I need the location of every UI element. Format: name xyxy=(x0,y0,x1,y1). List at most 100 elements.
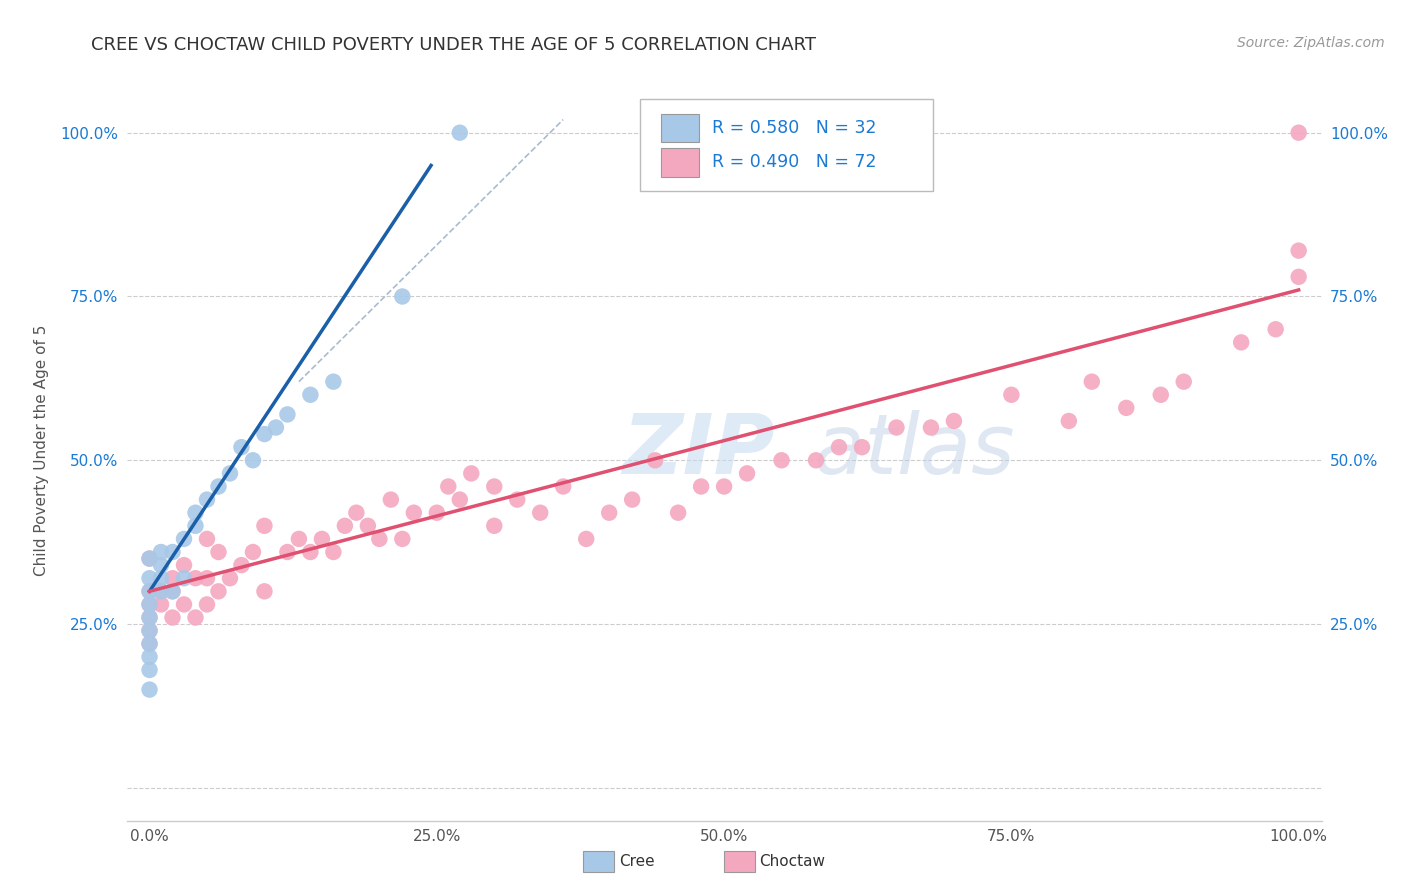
Point xyxy=(1081,375,1104,389)
Point xyxy=(195,598,218,612)
Point xyxy=(150,598,173,612)
Point xyxy=(138,551,160,566)
Point xyxy=(162,584,184,599)
Point xyxy=(598,506,620,520)
Point xyxy=(138,598,160,612)
Point xyxy=(575,532,598,546)
Point xyxy=(162,584,184,599)
Point xyxy=(138,624,160,638)
Point xyxy=(173,558,195,573)
Point xyxy=(368,532,391,546)
Point xyxy=(1115,401,1137,415)
Point xyxy=(553,479,575,493)
Point xyxy=(219,571,242,585)
Point xyxy=(219,467,242,481)
Point xyxy=(173,532,195,546)
Point xyxy=(449,126,471,140)
Point xyxy=(851,440,873,454)
FancyBboxPatch shape xyxy=(640,99,934,191)
Point xyxy=(138,584,160,599)
Point xyxy=(1000,388,1022,402)
Point xyxy=(344,506,367,520)
Point xyxy=(184,571,207,585)
Point xyxy=(138,682,160,697)
Point xyxy=(195,492,218,507)
Point xyxy=(437,479,460,493)
Text: ZIP: ZIP xyxy=(623,410,775,491)
Point xyxy=(253,427,276,442)
Bar xyxy=(661,148,699,177)
Point xyxy=(828,440,851,454)
Point xyxy=(138,637,160,651)
Point xyxy=(460,467,482,481)
Point xyxy=(1288,126,1310,140)
Point xyxy=(173,571,195,585)
Point xyxy=(357,518,380,533)
Point xyxy=(195,532,218,546)
Y-axis label: Child Poverty Under the Age of 5: Child Poverty Under the Age of 5 xyxy=(34,325,49,576)
Point xyxy=(770,453,793,467)
Point xyxy=(207,584,229,599)
Point xyxy=(322,545,344,559)
Point xyxy=(138,598,160,612)
Point xyxy=(288,532,311,546)
Point xyxy=(231,440,253,454)
Point xyxy=(690,479,713,493)
Point xyxy=(1173,375,1195,389)
Point xyxy=(886,420,908,434)
Point xyxy=(484,518,506,533)
Point xyxy=(1288,244,1310,258)
Text: Source: ZipAtlas.com: Source: ZipAtlas.com xyxy=(1237,36,1385,50)
Point xyxy=(138,551,160,566)
Point xyxy=(150,558,173,573)
Point xyxy=(402,506,425,520)
Point xyxy=(426,506,449,520)
Point xyxy=(242,545,264,559)
Point xyxy=(162,571,184,585)
Text: CREE VS CHOCTAW CHILD POVERTY UNDER THE AGE OF 5 CORRELATION CHART: CREE VS CHOCTAW CHILD POVERTY UNDER THE … xyxy=(91,36,817,54)
Text: R = 0.580   N = 32: R = 0.580 N = 32 xyxy=(711,119,876,136)
Point xyxy=(333,518,356,533)
Point xyxy=(322,375,344,389)
Point xyxy=(1150,388,1173,402)
Point xyxy=(242,453,264,467)
Point xyxy=(184,506,207,520)
Text: Choctaw: Choctaw xyxy=(759,855,825,869)
Point xyxy=(138,610,160,624)
Point xyxy=(207,545,229,559)
Point xyxy=(1057,414,1080,428)
Point xyxy=(207,479,229,493)
Point xyxy=(942,414,965,428)
Point xyxy=(195,571,218,585)
Text: Cree: Cree xyxy=(619,855,654,869)
Point xyxy=(184,610,207,624)
Point xyxy=(150,584,173,599)
Point xyxy=(184,518,207,533)
Point xyxy=(138,584,160,599)
Point xyxy=(276,408,298,422)
Point xyxy=(666,506,689,520)
Bar xyxy=(661,113,699,142)
Point xyxy=(138,649,160,664)
Point xyxy=(138,610,160,624)
Point xyxy=(162,545,184,559)
Point xyxy=(1288,269,1310,284)
Point xyxy=(644,453,666,467)
Point xyxy=(1264,322,1286,336)
Text: atlas: atlas xyxy=(814,410,1015,491)
Point xyxy=(713,479,735,493)
Point xyxy=(264,420,287,434)
Point xyxy=(138,663,160,677)
Point xyxy=(391,532,413,546)
Point xyxy=(162,610,184,624)
Point xyxy=(484,479,506,493)
Point xyxy=(380,492,402,507)
Point xyxy=(231,558,253,573)
Point xyxy=(276,545,298,559)
Text: R = 0.490   N = 72: R = 0.490 N = 72 xyxy=(711,153,876,171)
Point xyxy=(621,492,644,507)
Point xyxy=(391,289,413,303)
Point xyxy=(529,506,551,520)
Point xyxy=(735,467,758,481)
Point xyxy=(506,492,529,507)
